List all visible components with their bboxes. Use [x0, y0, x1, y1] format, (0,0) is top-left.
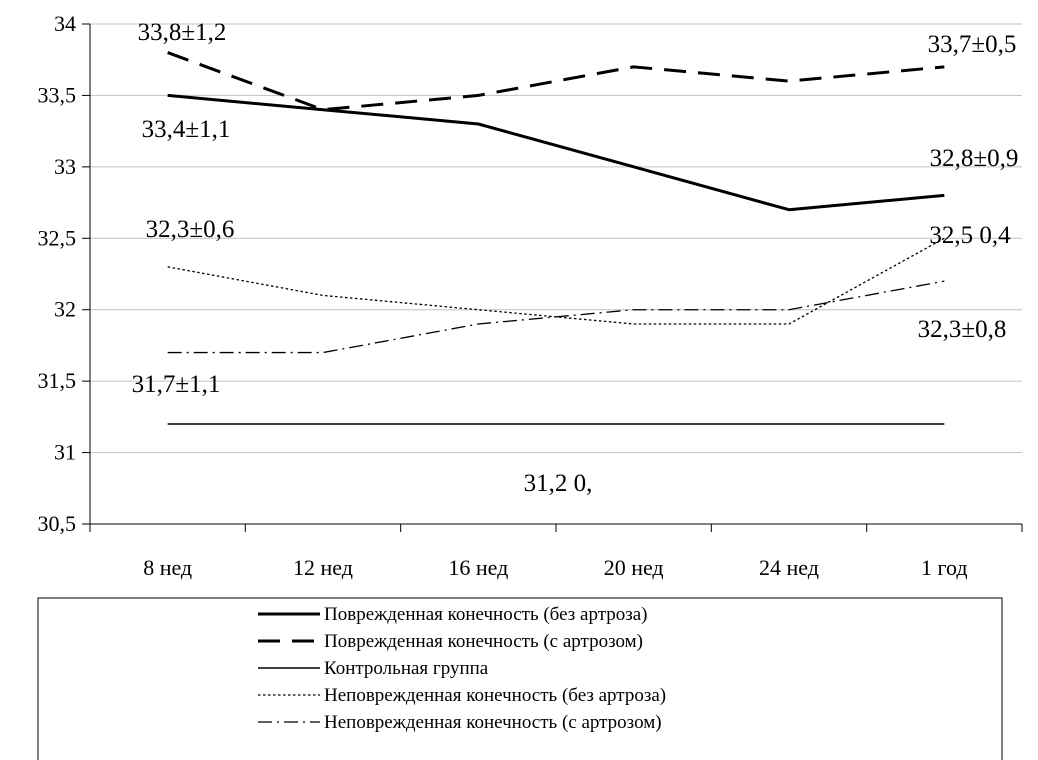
legend-label-3: Контрольная группа: [324, 658, 489, 679]
data-annotations: 33,8±1,2 33,4±1,1 32,3±0,6 31,7±1,1 33,7±0,5…: [132, 19, 1019, 497]
y-tick-label: 31: [54, 440, 76, 465]
data-annotation: 32,5 0,4: [929, 222, 1011, 249]
series-line-2: [168, 53, 945, 110]
y-tick-label: 30,5: [38, 511, 77, 536]
legend: Поврежденная конечность (без артроза) Пов…: [38, 598, 1002, 760]
series-line-1: [168, 95, 945, 209]
x-tick-label: 12 нед: [293, 555, 353, 580]
series-line-4: [168, 238, 945, 324]
data-annotation: 31,7±1,1: [132, 371, 221, 398]
data-annotation: 33,8±1,2: [138, 19, 227, 46]
x-tick-label: 20 нед: [604, 555, 664, 580]
y-tick-label: 32,5: [38, 225, 77, 250]
data-annotation: 33,7±0,5: [928, 31, 1017, 58]
y-tick-label: 32: [54, 297, 76, 322]
data-annotation: 31,2 0,: [524, 470, 593, 497]
legend-label-1: Поврежденная конечность (без артроза): [324, 604, 648, 625]
legend-label-5: Неповрежденная конечность (с артрозом): [324, 712, 662, 733]
y-tick-label: 31,5: [38, 368, 77, 393]
y-tick-label: 33,5: [38, 82, 77, 107]
legend-label-2: Поврежденная конечность (с артрозом): [324, 631, 643, 652]
data-annotation: 33,4±1,1: [142, 116, 231, 143]
series-line-5: [168, 281, 945, 352]
x-tick-label: 8 нед: [143, 555, 192, 580]
data-annotation: 32,3±0,8: [918, 316, 1007, 343]
x-tick-label: 1 год: [921, 555, 968, 580]
x-tick-label: 16 нед: [448, 555, 508, 580]
x-tick-label: 24 нед: [759, 555, 819, 580]
data-annotation: 32,3±0,6: [146, 216, 235, 243]
legend-label-4: Неповрежденная конечность (без артроза): [324, 685, 666, 706]
y-tick-label: 33: [54, 154, 76, 179]
y-tick-label: 34: [54, 11, 76, 36]
data-annotation: 32,8±0,9: [930, 145, 1019, 172]
